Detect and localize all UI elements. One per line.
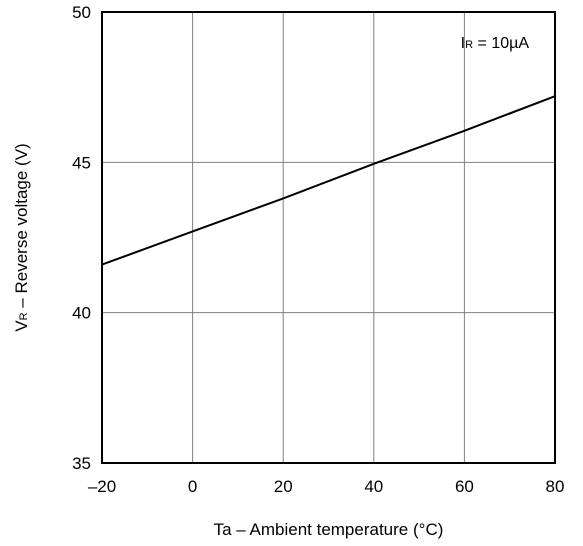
y-tick-label: 35 bbox=[72, 454, 91, 473]
x-tick-label: 80 bbox=[546, 477, 565, 496]
y-axis-title: VR – Reverse voltage (V) bbox=[12, 143, 31, 331]
x-tick-label: –20 bbox=[88, 477, 116, 496]
y-axis-subscript: R bbox=[18, 312, 30, 320]
x-tick-label: 40 bbox=[364, 477, 383, 496]
annotation-subscript: R bbox=[465, 39, 473, 51]
series-line bbox=[101, 95, 556, 266]
y-tick-label: 40 bbox=[72, 304, 91, 323]
x-tick-label: 0 bbox=[188, 477, 197, 496]
current-annotation: IR = 10µA bbox=[461, 35, 530, 52]
annotation-symbol: I bbox=[461, 35, 465, 52]
plot-frame bbox=[101, 11, 556, 464]
x-tick-label: 60 bbox=[455, 477, 474, 496]
x-tick-label: 20 bbox=[274, 477, 293, 496]
series-layer bbox=[101, 95, 556, 266]
x-tick-labels: –20 0 20 40 60 80 bbox=[88, 477, 565, 496]
y-axis-rest: – Reverse voltage (V) bbox=[12, 143, 31, 312]
y-tick-label: 45 bbox=[72, 153, 91, 172]
y-axis-symbol: V bbox=[12, 320, 31, 332]
x-axis-title: Ta – Ambient temperature (°C) bbox=[214, 520, 444, 539]
annotation-value: = 10µA bbox=[473, 35, 529, 52]
y-tick-label: 50 bbox=[72, 3, 91, 22]
grid bbox=[102, 12, 555, 463]
y-tick-labels: 35 40 45 50 bbox=[72, 3, 91, 473]
